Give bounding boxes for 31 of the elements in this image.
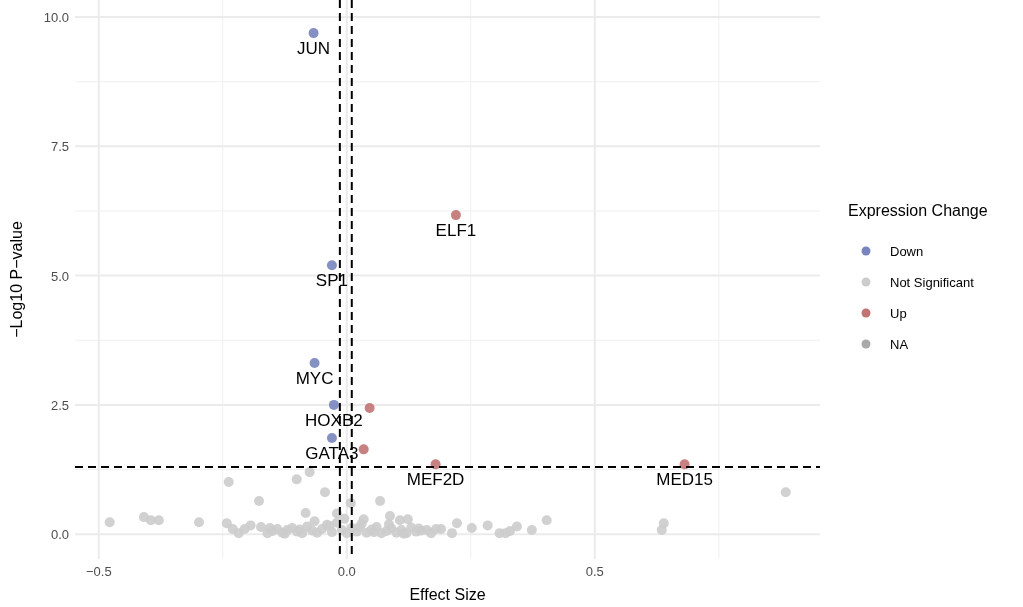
annotation: ELF1 (435, 221, 477, 241)
x-axis-title: Effect Size (409, 586, 486, 603)
legend-title: Expression Change (848, 202, 988, 219)
y-tick-label: 0.0 (50, 527, 69, 543)
point (326, 433, 337, 443)
point (308, 28, 319, 39)
legend-label: Down (890, 244, 924, 259)
annotation: GATA3 (305, 444, 359, 463)
y-tick-label: 7.5 (50, 139, 69, 155)
legend-label: Not Significant (890, 275, 975, 290)
point (328, 399, 339, 410)
annotation: HOXB2 (305, 410, 363, 430)
x-tick-label: 0.5 (585, 564, 604, 579)
y-tick-label: 5.0 (50, 268, 69, 284)
point (326, 260, 337, 271)
annotation: MYC (295, 369, 334, 389)
annotation: SP1 (315, 271, 348, 291)
annotation: JUN (297, 39, 331, 59)
annotation: MED15 (656, 470, 713, 490)
y-tick-label: 2.5 (50, 397, 69, 413)
x-tick-label: −0.5 (85, 564, 112, 579)
x-tick-label: 0.0 (337, 564, 356, 579)
point (358, 444, 369, 455)
y-tick-label: 10.0 (43, 10, 69, 26)
annotation: MEF2D (406, 470, 465, 490)
legend-label: NA (890, 337, 909, 352)
y-axis-title: −Log10 P−value (8, 221, 25, 338)
point (450, 210, 461, 221)
legend-label: Up (890, 306, 907, 321)
point (364, 403, 375, 413)
point (309, 358, 320, 369)
